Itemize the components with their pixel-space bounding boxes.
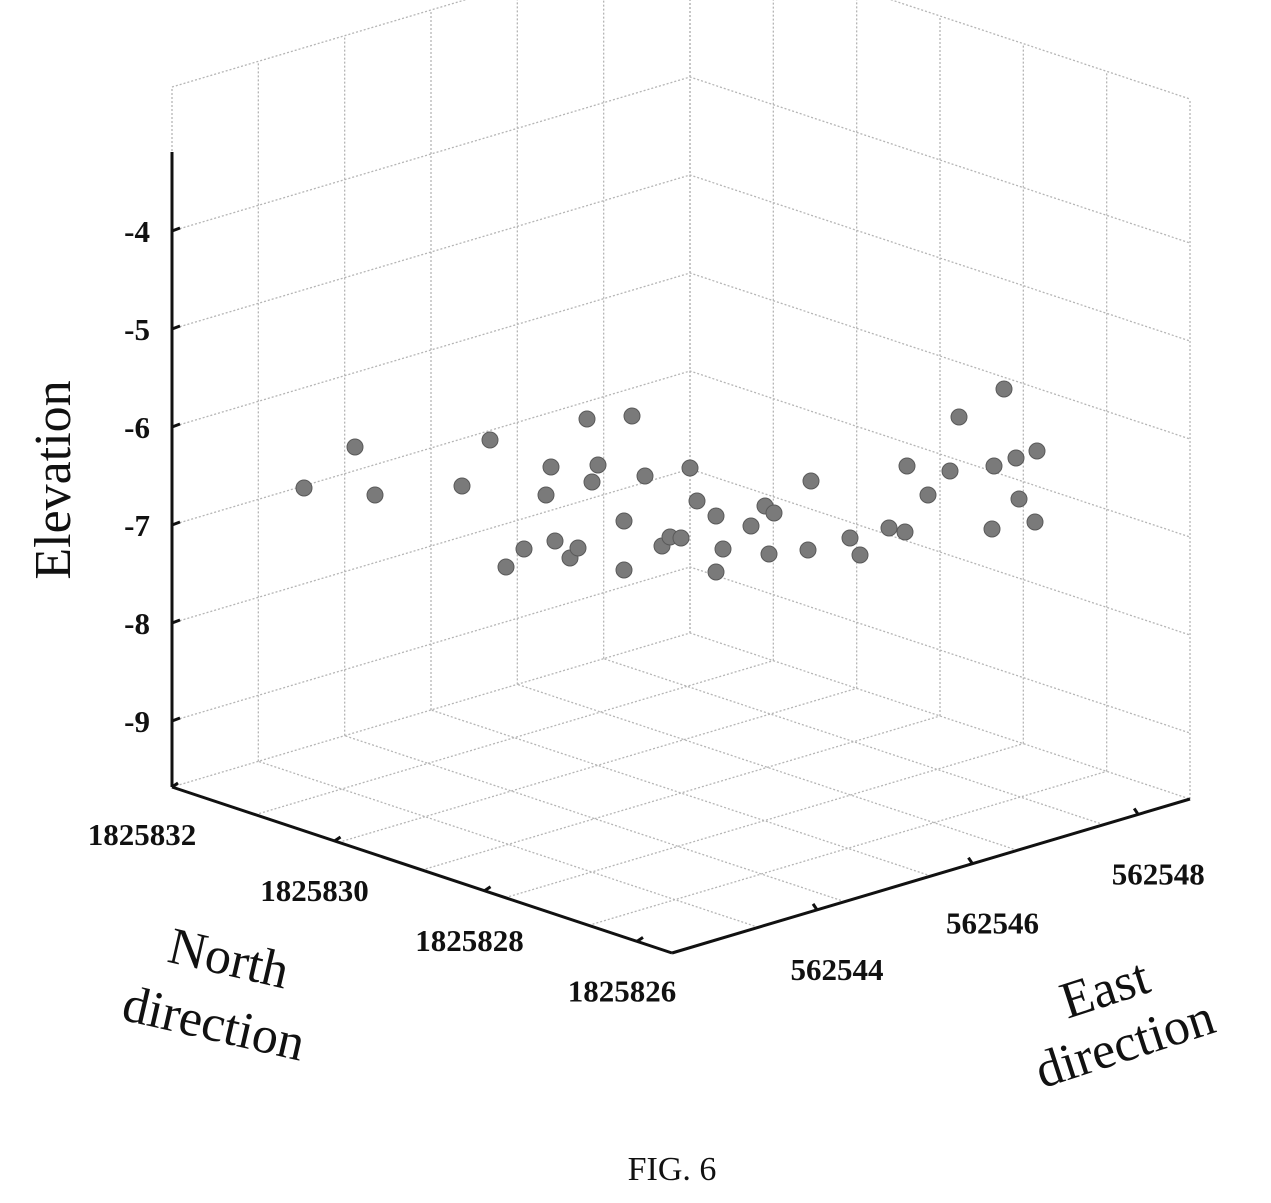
labels-layer: Elevation North direction East direction… [25, 380, 1222, 1188]
z-tick [171, 324, 181, 331]
z-tick-label: -4 [124, 214, 150, 249]
scatter-point [707, 563, 725, 581]
z-tick [171, 716, 181, 723]
scatter-point [497, 558, 515, 576]
wall-horizontal-grid-line [171, 370, 1191, 538]
scatter-point [515, 540, 533, 558]
x-tick-label: 562546 [946, 906, 1039, 941]
y-axis-line [171, 785, 673, 955]
y-tick-label: 1825826 [568, 973, 677, 1008]
scatter-point [481, 431, 499, 449]
floor-back-edge [171, 632, 1191, 800]
scatter-point [589, 456, 607, 474]
scatter-point [851, 546, 869, 564]
scatter-point [672, 529, 690, 547]
scatter-point [765, 504, 783, 522]
scatter-point [636, 467, 654, 485]
z-tick-label: -8 [124, 606, 150, 641]
x-tick [967, 856, 974, 865]
z-tick [171, 422, 181, 429]
scatter-point [799, 541, 817, 559]
x-axis-line [671, 797, 1191, 955]
y-tick [333, 835, 342, 843]
scatter-point [615, 512, 633, 530]
z-tick-label: -6 [124, 410, 150, 445]
z-tick [171, 226, 181, 233]
scatter-point [950, 408, 968, 426]
y-tick-label: 1825828 [415, 923, 524, 958]
scatter-point [880, 519, 898, 537]
scatter-point [346, 438, 364, 456]
floor-grid-line [603, 658, 1104, 826]
z-tick [171, 618, 181, 625]
x-tick-label: 562548 [1112, 856, 1205, 891]
scatter-point [542, 458, 560, 476]
scatter-point [688, 492, 706, 510]
scatter-point [707, 507, 725, 525]
points-layer [295, 380, 1046, 581]
wall-horizontal-grid-line [171, 272, 1191, 440]
scatter-point [1007, 449, 1025, 467]
scatter-point [983, 520, 1001, 538]
scatter-point [615, 561, 633, 579]
y-tick [636, 936, 644, 943]
axis-layer: -4 -5 -6 -7 -8 -9 1825832 1825830 1825828 1825826… [88, 152, 1205, 1008]
scatter-point [714, 540, 732, 558]
scatter-point [366, 486, 384, 504]
z-axis-title: Elevation [25, 380, 82, 579]
scatter-point [569, 539, 587, 557]
scatter-point [295, 479, 313, 497]
y-tick [171, 781, 179, 789]
scatter-point [453, 477, 471, 495]
y-tick-label: 1825832 [88, 817, 197, 852]
scatter-point [802, 472, 820, 490]
z-tick-label: -9 [124, 704, 150, 739]
scatter-point [1010, 490, 1028, 508]
figure-caption: FIG. 6 [628, 1151, 717, 1188]
wall-horizontal-grid-line [171, 76, 1191, 244]
scatter-point [985, 457, 1003, 475]
z-tick [171, 520, 181, 527]
scatter-point [941, 462, 959, 480]
scatter-point [898, 457, 916, 475]
scatter-point [919, 486, 937, 504]
y-tick [483, 885, 492, 892]
scatter-point [583, 473, 601, 491]
x-tick-label: 562544 [791, 952, 884, 987]
scatter-point [546, 532, 564, 550]
scatter-point [760, 545, 778, 563]
scatter-point [1028, 442, 1046, 460]
wall-horizontal-grid-line [171, 174, 1191, 342]
wall-horizontal-grid-line [171, 468, 1191, 636]
x-tick [811, 903, 819, 911]
scatter-point [896, 523, 914, 541]
scatter-point [1026, 513, 1044, 531]
scatter-point [841, 529, 859, 547]
z-tick-label: -7 [124, 508, 150, 543]
scatter-point [995, 380, 1013, 398]
z-tick-label: -5 [124, 312, 150, 347]
y-tick-label: 1825830 [260, 873, 369, 908]
scatter-point [537, 486, 555, 504]
wall-top-edge [171, 0, 1191, 100]
scatter-point [681, 459, 699, 477]
grid-layer [171, 0, 1191, 928]
scatter-point [578, 410, 596, 428]
scatter-point [623, 407, 641, 425]
wall-horizontal-grid-line [171, 566, 1191, 734]
scatter-point [742, 517, 760, 535]
x-tick [1132, 807, 1140, 816]
